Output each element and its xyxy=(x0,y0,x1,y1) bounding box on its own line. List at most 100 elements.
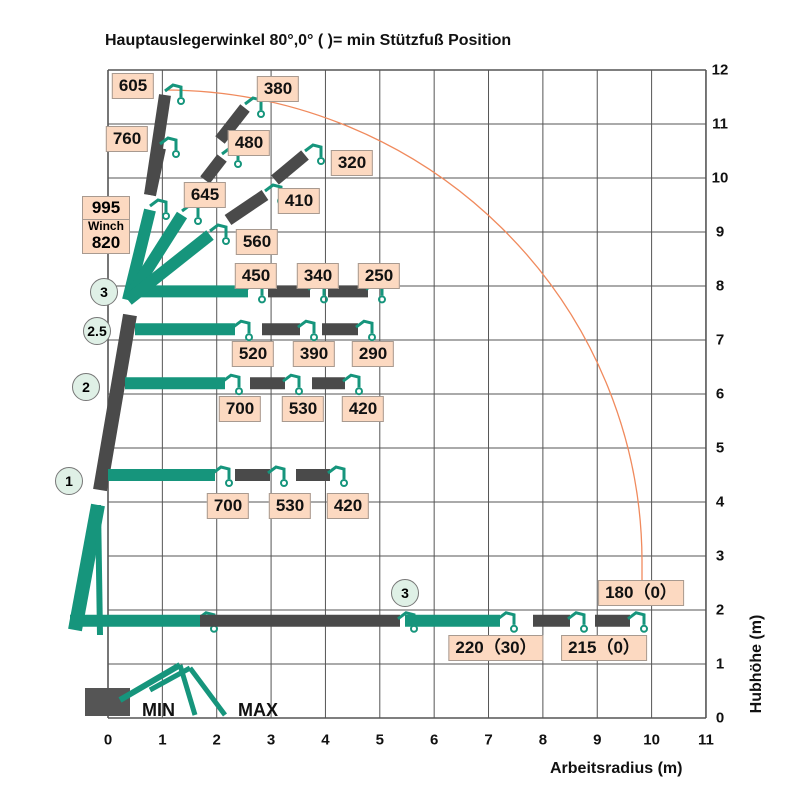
y-tick-label: 3 xyxy=(715,547,725,565)
y-tick-label: 4 xyxy=(715,493,725,511)
inclined-boom xyxy=(144,146,166,197)
hook-icon xyxy=(194,217,202,225)
hook-icon xyxy=(320,295,328,304)
load-label: 530 xyxy=(281,396,325,422)
angle-marker: 3 xyxy=(391,579,419,607)
hook-jib xyxy=(567,611,586,625)
hook-icon xyxy=(258,295,266,304)
x-tick-label: 1 xyxy=(158,731,167,749)
load-label: 340 xyxy=(296,263,340,289)
y-tick-label: 2 xyxy=(715,601,725,619)
outrigger-max xyxy=(148,665,192,693)
load-label: 530 xyxy=(268,493,312,519)
hook-icon xyxy=(245,333,253,342)
chart-title: Hauptauslegerwinkel 80°,0° ( )= min Stüt… xyxy=(105,32,512,49)
hook-jib xyxy=(212,465,231,479)
hook-icon xyxy=(177,97,185,105)
hook-icon xyxy=(295,387,303,396)
outrigger-min xyxy=(118,662,182,703)
x-tick-label: 10 xyxy=(643,731,660,749)
outrigger-min-label: MIN xyxy=(142,700,175,720)
winch-load: 820 xyxy=(91,233,121,252)
hook-jib xyxy=(159,136,178,150)
hook-icon xyxy=(355,387,363,396)
load-label: 700 xyxy=(206,493,250,519)
hook-icon xyxy=(257,110,265,118)
x-tick-label: 2 xyxy=(212,731,221,749)
y-tick-label: 9 xyxy=(715,223,725,241)
hook-icon xyxy=(280,479,288,487)
inclined-boom xyxy=(124,230,214,305)
crane-base xyxy=(85,688,130,716)
winch-label: 995 Winch 820 xyxy=(82,196,130,254)
x-tick-label: 6 xyxy=(429,731,439,749)
load-label: 420 xyxy=(326,493,370,519)
main-boom-extension xyxy=(93,313,137,492)
hook-icon xyxy=(310,333,318,342)
hook-jib xyxy=(164,83,183,97)
hook-jib xyxy=(297,319,316,334)
outrigger-max-label: MAX xyxy=(238,700,278,720)
main-boom-cylinder xyxy=(95,504,103,636)
load-label: 605 xyxy=(111,73,155,99)
hook-jib xyxy=(304,143,323,157)
load-label: 450 xyxy=(234,263,278,289)
main-boom-base xyxy=(68,503,105,632)
y-tick-label: 7 xyxy=(715,331,725,349)
load-label: 220（30） xyxy=(448,635,544,661)
hook-icon xyxy=(368,333,376,342)
load-label: 420 xyxy=(341,396,385,422)
winch-word: Winch xyxy=(88,219,124,233)
angle-marker: 3 xyxy=(90,278,118,306)
x-tick-label: 4 xyxy=(321,731,330,749)
x-tick-label: 11 xyxy=(698,731,714,749)
hook-jib xyxy=(327,465,346,479)
y-tick-label: 12 xyxy=(711,61,729,79)
hook-icon xyxy=(235,387,243,396)
load-label: 180（0） xyxy=(598,580,684,606)
inclined-boom xyxy=(215,104,250,144)
hook-jib xyxy=(267,465,286,479)
load-label: 380 xyxy=(256,76,300,102)
load-label: 480 xyxy=(227,130,271,156)
hook-icon xyxy=(640,624,648,633)
hook-jib xyxy=(355,319,374,334)
load-label: 520 xyxy=(231,341,275,367)
x-tick-label: 3 xyxy=(266,731,276,749)
y-tick-label: 11 xyxy=(712,115,728,133)
x-tick-label: 8 xyxy=(538,731,548,749)
hook-jib xyxy=(222,373,241,388)
hook-icon xyxy=(222,237,230,245)
inclined-boom xyxy=(224,190,269,225)
hook-jib xyxy=(627,611,646,625)
hook-icon xyxy=(510,624,518,633)
load-label: 560 xyxy=(235,229,279,255)
y-tick-label: 10 xyxy=(711,169,729,187)
y-tick-label: 5 xyxy=(715,439,725,457)
inclined-boom xyxy=(271,150,309,185)
load-label: 700 xyxy=(218,396,262,422)
angle-marker: 2.5 xyxy=(83,317,111,345)
hook-jib xyxy=(149,198,168,212)
hook-jib xyxy=(497,611,516,625)
hook-jib xyxy=(209,223,228,237)
outrigger-leg-max xyxy=(187,666,228,717)
hook-icon xyxy=(162,212,170,220)
y-tick-label: 1 xyxy=(715,655,725,673)
y-tick-label: 0 xyxy=(715,709,725,727)
angle-marker: 2 xyxy=(72,373,100,401)
inclined-boom xyxy=(200,154,227,184)
hook-icon xyxy=(225,479,233,487)
hook-jib xyxy=(342,373,361,388)
x-tick-label: 7 xyxy=(484,731,493,749)
hook-jib xyxy=(282,373,301,388)
load-label: 390 xyxy=(292,341,336,367)
x-tick-label: 0 xyxy=(103,731,113,749)
load-label: 250 xyxy=(357,263,401,289)
winch-top-load: 995 xyxy=(83,197,129,220)
hook-jib xyxy=(232,319,251,334)
load-label: 645 xyxy=(183,182,227,208)
load-label: 760 xyxy=(105,126,149,152)
x-axis-title: Arbeitsradius (m) xyxy=(550,760,683,777)
x-tick-label: 5 xyxy=(375,731,384,749)
